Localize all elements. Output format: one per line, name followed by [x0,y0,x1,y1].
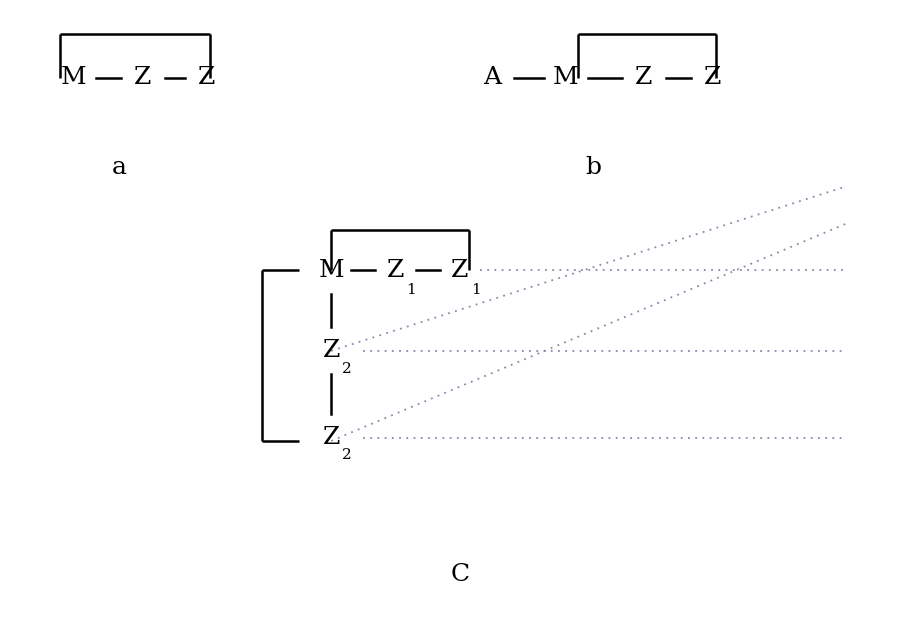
Text: 2: 2 [342,363,351,376]
Text: 1: 1 [471,283,480,297]
Text: M: M [61,66,86,89]
Text: Z: Z [451,258,468,282]
Text: Z: Z [134,66,151,89]
Text: Z: Z [323,426,339,450]
Text: 2: 2 [342,448,351,462]
Text: A: A [482,66,501,89]
Text: a: a [112,156,127,179]
Text: M: M [552,66,578,89]
Text: Z: Z [387,258,403,282]
Text: C: C [450,563,469,586]
Text: Z: Z [704,66,720,89]
Text: 1: 1 [406,283,415,297]
Text: Z: Z [635,66,652,89]
Text: b: b [584,156,601,179]
Text: M: M [318,258,344,282]
Text: Z: Z [323,339,339,363]
Text: Z: Z [199,66,215,89]
